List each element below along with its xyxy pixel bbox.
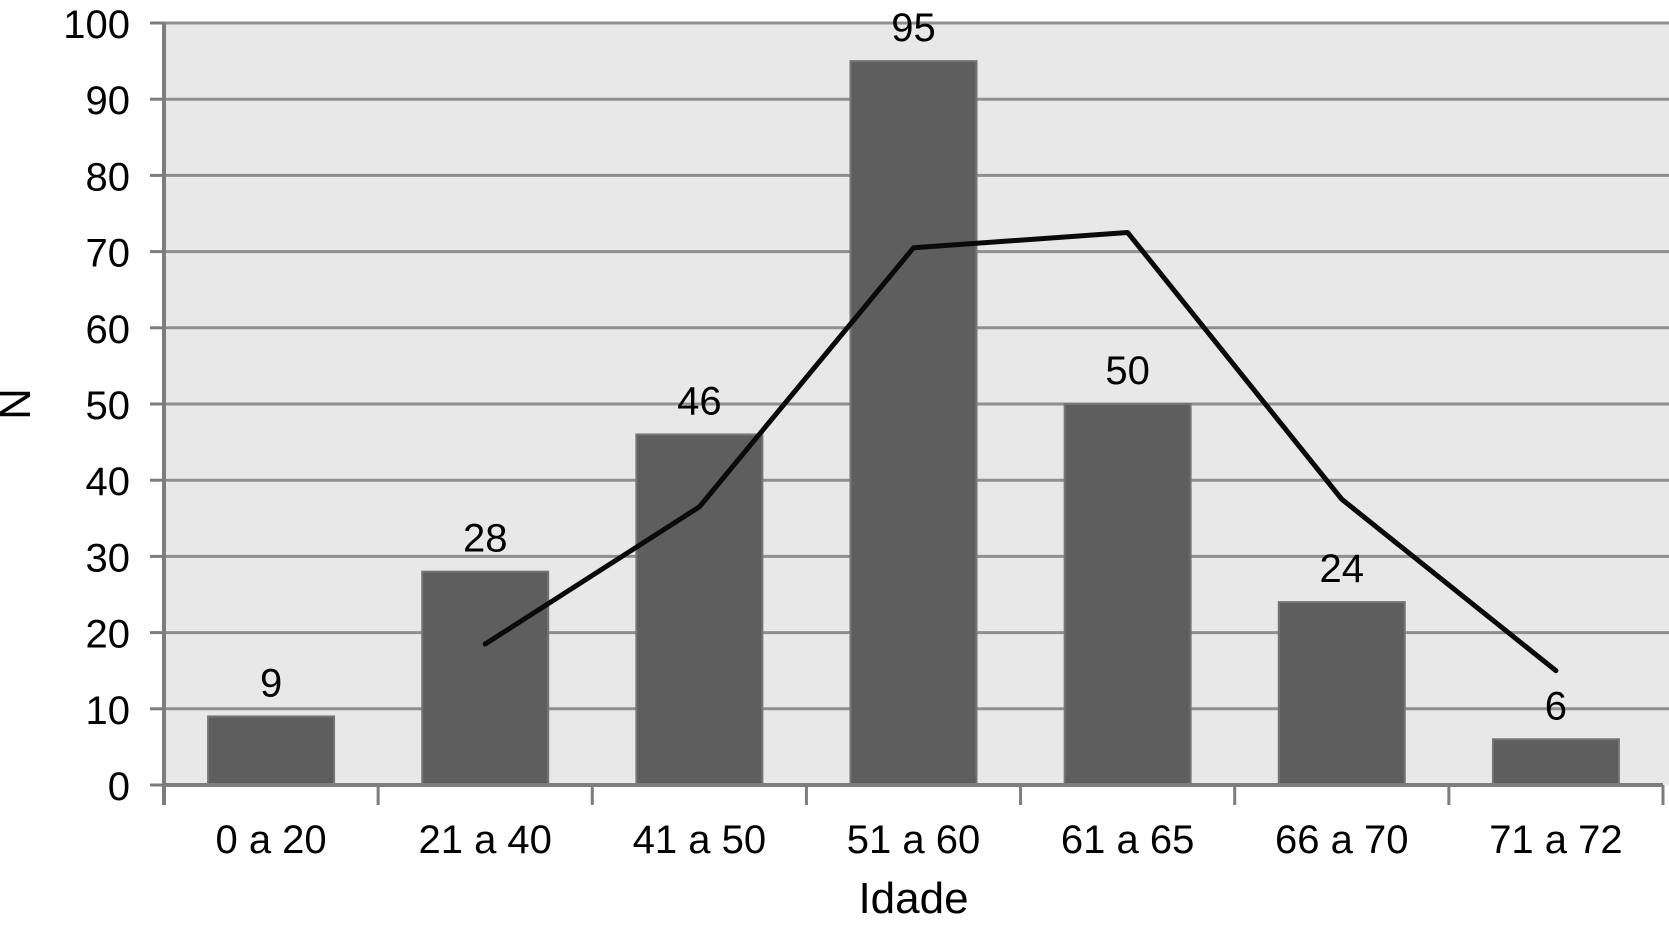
bar bbox=[849, 60, 978, 787]
bar bbox=[1277, 601, 1406, 786]
x-axis-title: Idade bbox=[858, 874, 968, 923]
x-tick-label: 66 a 70 bbox=[1275, 818, 1408, 862]
y-axis-title: N bbox=[0, 388, 40, 420]
bar-value-label: 9 bbox=[260, 661, 282, 705]
bar-value-label: 28 bbox=[463, 517, 508, 561]
series-line bbox=[482, 230, 1559, 674]
x-tick-label: 21 a 40 bbox=[418, 818, 551, 862]
bar bbox=[207, 715, 336, 786]
bar bbox=[1063, 403, 1192, 786]
x-tick-label: 61 a 65 bbox=[1061, 818, 1194, 862]
bar-value-label: 46 bbox=[677, 379, 722, 423]
x-tick-label: 71 a 72 bbox=[1489, 818, 1622, 862]
y-tick-label: 60 bbox=[86, 308, 131, 352]
bar bbox=[635, 433, 764, 786]
y-tick-label: 40 bbox=[86, 460, 131, 504]
bar bbox=[1491, 738, 1620, 787]
y-tick-label: 50 bbox=[86, 384, 131, 428]
y-tick-label: 20 bbox=[86, 613, 131, 657]
x-tick-label: 41 a 50 bbox=[633, 818, 766, 862]
y-tick-label: 30 bbox=[86, 536, 131, 580]
y-tick-label: 100 bbox=[63, 3, 130, 47]
bar-value-label: 95 bbox=[891, 6, 936, 50]
bar-value-label: 24 bbox=[1320, 547, 1365, 591]
y-tick-label: 70 bbox=[86, 232, 131, 276]
y-tick-label: 0 bbox=[108, 765, 130, 809]
y-tick-label: 80 bbox=[86, 155, 131, 199]
y-tick-label: 10 bbox=[86, 689, 131, 733]
x-tick-label: 0 a 20 bbox=[215, 818, 326, 862]
bar-value-label: 50 bbox=[1105, 349, 1150, 393]
bar bbox=[421, 570, 550, 787]
bar-value-label: 6 bbox=[1545, 684, 1567, 728]
x-tick-label: 51 a 60 bbox=[847, 818, 980, 862]
y-tick-label: 90 bbox=[86, 79, 131, 123]
